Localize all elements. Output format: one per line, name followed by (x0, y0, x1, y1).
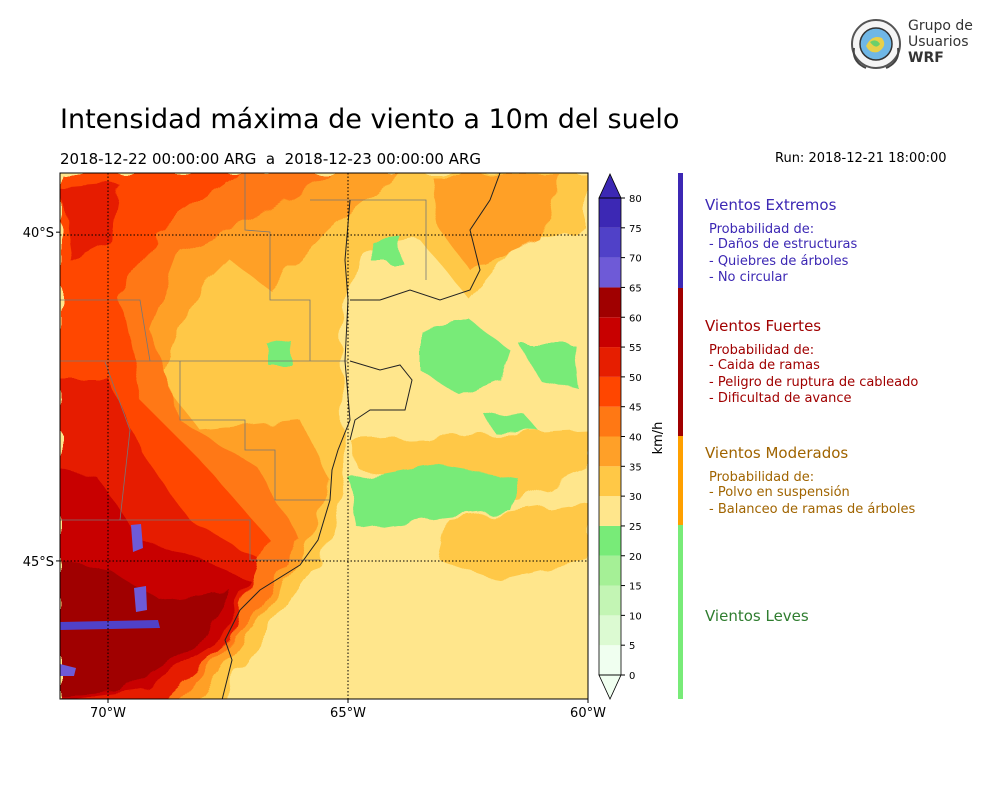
legend-category: Vientos Moderados Probabilidad de: - Polvo… (705, 444, 915, 518)
legend-category-item: - Daños de estructuras (709, 237, 858, 252)
legend-category-heading: Probabilidad de: (709, 222, 815, 237)
colorbar-tick-label: 20 (629, 552, 642, 563)
map-frame (59, 172, 589, 700)
logo-line-1: Grupo de (908, 18, 973, 34)
colorbar-segment (599, 376, 621, 407)
colorbar-segment (599, 257, 621, 288)
graticule (60, 173, 588, 699)
legend-category-title: Vientos Fuertes (705, 317, 822, 335)
colorbar-segment (599, 317, 621, 348)
legend-category: Vientos Fuertes Probabilidad de: - Caida d… (705, 317, 918, 408)
colorbar-tick-label: 60 (629, 313, 642, 324)
legend-category-item: - No circular (709, 270, 788, 285)
legend-category-item: - Polvo en suspensión (709, 485, 850, 500)
globe-seal-icon (851, 19, 901, 69)
wrf-logo: Grupo de Usuarios WRF (848, 18, 978, 72)
colorbar-tick-label: 45 (629, 403, 642, 414)
colorbar-tick-label: 75 (629, 224, 642, 235)
legend-bar (678, 525, 683, 699)
colorbar-tick-label: 80 (629, 194, 642, 205)
coastline (221, 173, 501, 699)
colorbar-tick-label: 15 (629, 582, 642, 593)
colorbar: 0 5 10 15 20 25 30 35 40 45 50 55 60 65 70 75 80 km/h (598, 173, 666, 700)
colorbar-segment (599, 525, 621, 556)
field-30-35-east (350, 430, 588, 500)
colorbar-segment (599, 347, 621, 377)
colorbar-tick-label: 5 (629, 641, 635, 652)
logo-line-2: Usuarios (908, 34, 969, 50)
field-20-25-f (480, 410, 540, 432)
field-20-25-a (420, 320, 510, 395)
colorbar-segment (599, 555, 621, 586)
colorbar-segment (599, 198, 621, 228)
legend-category-heading: Probabilidad de: (709, 470, 815, 485)
legend-color-bars (678, 173, 683, 699)
colorbar-segment (599, 466, 621, 497)
field-65-70-a (131, 524, 143, 552)
legend-bar (678, 173, 683, 288)
colorbar-tick-label: 65 (629, 283, 642, 294)
province-borders (60, 173, 427, 561)
chart-subtitle: 2018-12-22 00:00:00 ARG a 2018-12-23 00:… (60, 150, 482, 168)
legend-category-title: Vientos Extremos (705, 196, 837, 214)
y-axis: 40°S 45°S (23, 226, 60, 570)
colorbar-tick-label: 0 (629, 671, 635, 682)
field-20-25-c (350, 465, 520, 530)
legend-category-item: - Caida de ramas (709, 358, 820, 373)
colorbar-tick-label: 50 (629, 373, 642, 384)
colorbar-tick-label: 30 (629, 492, 642, 503)
colorbar-segment (599, 615, 621, 646)
colorbar-tick-label: 40 (629, 433, 642, 444)
field-50-55-north (60, 185, 120, 260)
legend-category: Vientos Extremos Probabilidad de: - Daños … (705, 196, 857, 287)
colorbar-tick-label: 10 (629, 611, 642, 622)
field-20-25-e (268, 340, 292, 365)
chart-title: Intensidad máxima de viento a 10m del su… (60, 104, 680, 135)
field-20-25-b (520, 345, 580, 390)
colorbar-segment (599, 496, 621, 526)
logo-line-3: WRF (908, 50, 944, 66)
colorbar-extend-min (598, 674, 622, 700)
wind-heatmap (60, 173, 588, 699)
colorbar-label: km/h (651, 422, 666, 455)
legend-category-item: - Dificultad de avance (709, 391, 852, 406)
field-65-70-b (134, 586, 147, 612)
x-tick-label: 60°W (570, 706, 606, 721)
field-30-35-southeast (440, 500, 588, 580)
colorbar-tick-label: 55 (629, 343, 642, 354)
legend-category-title: Vientos Leves (705, 607, 809, 625)
x-tick-label: 65°W (330, 706, 366, 721)
colorbar-tick-label: 25 (629, 522, 642, 533)
legend-category: Vientos Leves (705, 607, 809, 625)
colorbar-segment (599, 585, 621, 616)
colorbar-segment (599, 645, 621, 675)
field-65-70-c (60, 664, 76, 676)
run-label: Run: 2018-12-21 18:00:00 (775, 151, 947, 166)
legend-category-title: Vientos Moderados (705, 444, 849, 462)
x-tick-label: 70°W (90, 706, 126, 721)
legend-category-item: - Balanceo de ramas de árboles (709, 501, 916, 517)
legend-bar (678, 436, 683, 525)
colorbar-segment (599, 406, 621, 437)
y-tick-label: 40°S (23, 226, 54, 241)
colorbar-tick-label: 70 (629, 254, 642, 265)
colorbar-tick-label: 35 (629, 462, 642, 473)
legend-bar (678, 288, 683, 436)
field-20-25-d (370, 236, 402, 262)
legend-category-item: - Peligro de ruptura de cableado (709, 374, 919, 390)
x-axis: 70°W 65°W 60°W (90, 699, 606, 721)
legend-category-heading: Probabilidad de: (709, 343, 815, 358)
y-tick-label: 45°S (23, 555, 54, 570)
colorbar-segment (599, 287, 621, 318)
field-70-75-band (60, 620, 160, 630)
colorbar-extend-max (598, 173, 622, 199)
legend-category-item: - Quiebres de árboles (709, 253, 849, 269)
colorbar-segment (599, 227, 621, 258)
field-35-40-northeast (430, 175, 560, 270)
colorbar-segment (599, 436, 621, 467)
